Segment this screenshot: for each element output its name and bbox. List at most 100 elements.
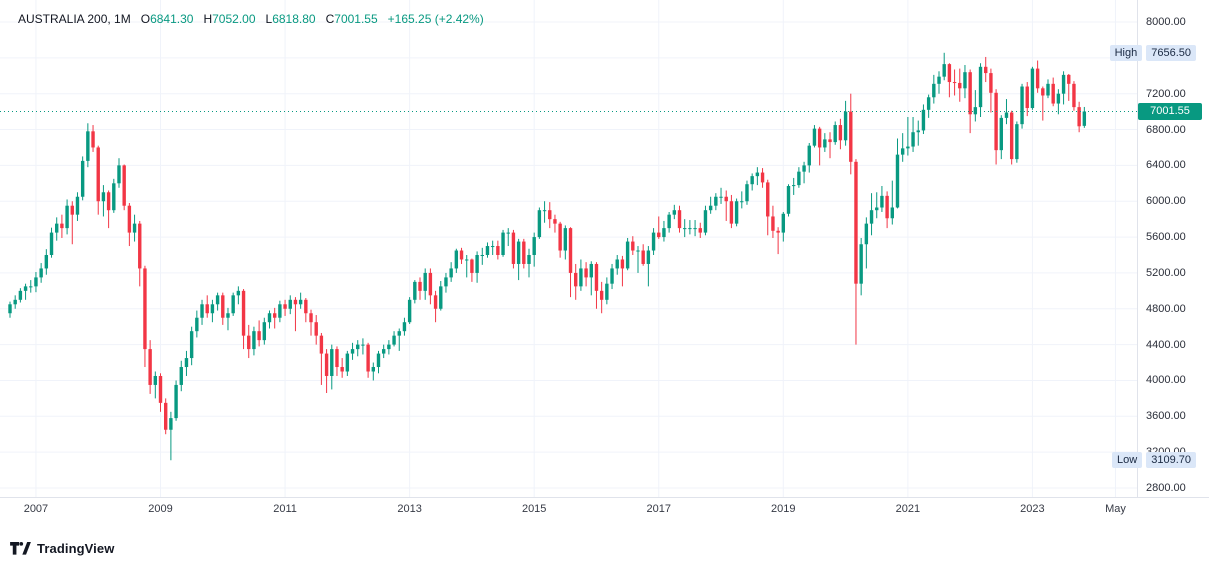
candle-up[interactable] bbox=[439, 286, 443, 309]
candle-up[interactable] bbox=[926, 97, 931, 110]
tradingview-logo[interactable]: TradingView bbox=[10, 541, 114, 556]
candle-up[interactable] bbox=[683, 228, 687, 230]
candle-down[interactable] bbox=[309, 313, 313, 323]
candle-up[interactable] bbox=[740, 201, 744, 203]
candle-up[interactable] bbox=[402, 322, 407, 332]
candle-up[interactable] bbox=[937, 76, 941, 84]
candle-up[interactable] bbox=[610, 268, 614, 284]
candle-down[interactable] bbox=[143, 268, 147, 350]
candle-down[interactable] bbox=[698, 228, 702, 233]
candle-down[interactable] bbox=[272, 313, 277, 318]
candle-up[interactable] bbox=[117, 165, 121, 184]
candle-up[interactable] bbox=[80, 160, 85, 197]
candle-up[interactable] bbox=[734, 201, 739, 224]
candle-up[interactable] bbox=[900, 148, 905, 155]
candle-up[interactable] bbox=[278, 304, 282, 318]
candle-down[interactable] bbox=[205, 304, 209, 314]
candle-up[interactable] bbox=[589, 263, 593, 278]
candle-down[interactable] bbox=[1077, 107, 1081, 127]
candle-up[interactable] bbox=[672, 210, 677, 215]
candle-up[interactable] bbox=[330, 349, 334, 376]
candle-down[interactable] bbox=[994, 92, 998, 151]
candle-up[interactable] bbox=[625, 241, 630, 269]
candle-up[interactable] bbox=[101, 192, 106, 202]
candle-up[interactable] bbox=[532, 237, 536, 255]
candle-down[interactable] bbox=[760, 172, 765, 183]
candle-up[interactable] bbox=[350, 349, 355, 354]
candle-up[interactable] bbox=[1061, 74, 1066, 94]
candle-down[interactable] bbox=[1009, 112, 1014, 160]
candle-up[interactable] bbox=[174, 384, 178, 419]
candle-up[interactable] bbox=[29, 286, 33, 288]
candle-up[interactable] bbox=[1046, 83, 1050, 96]
candle-down[interactable] bbox=[470, 259, 474, 273]
candle-up[interactable] bbox=[662, 228, 666, 238]
candle-down[interactable] bbox=[496, 246, 500, 255]
candle-up[interactable] bbox=[153, 375, 158, 385]
candle-up[interactable] bbox=[480, 255, 484, 256]
candle-down[interactable] bbox=[631, 241, 635, 251]
candle-down[interactable] bbox=[319, 335, 324, 354]
candle-down[interactable] bbox=[428, 272, 433, 296]
candle-down[interactable] bbox=[60, 223, 64, 229]
candle-up[interactable] bbox=[449, 268, 453, 278]
candle-down[interactable] bbox=[283, 304, 287, 309]
candle-down[interactable] bbox=[96, 147, 100, 202]
symbol-title[interactable]: AUSTRALIA 200, 1M bbox=[18, 12, 131, 26]
candle-down[interactable] bbox=[433, 295, 438, 309]
candle-up[interactable] bbox=[527, 255, 531, 264]
candle-down[interactable] bbox=[849, 111, 853, 162]
candle-up[interactable] bbox=[195, 317, 199, 332]
candle-up[interactable] bbox=[407, 299, 412, 323]
candle-up[interactable] bbox=[563, 228, 568, 251]
candle-up[interactable] bbox=[646, 250, 651, 264]
candle-up[interactable] bbox=[875, 207, 879, 211]
candle-up[interactable] bbox=[542, 210, 547, 212]
candle-up[interactable] bbox=[231, 295, 235, 314]
candle-down[interactable] bbox=[958, 82, 962, 89]
candle-up[interactable] bbox=[651, 232, 656, 251]
candle-up[interactable] bbox=[1082, 111, 1087, 126]
candle-up[interactable] bbox=[371, 367, 375, 372]
candle-down[interactable] bbox=[127, 205, 132, 233]
candle-up[interactable] bbox=[921, 109, 926, 131]
candle-down[interactable] bbox=[724, 196, 728, 202]
candle-up[interactable] bbox=[179, 367, 183, 385]
candle-up[interactable] bbox=[18, 290, 23, 300]
candle-down[interactable] bbox=[1067, 74, 1071, 84]
candle-down[interactable] bbox=[418, 281, 422, 291]
candle-up[interactable] bbox=[252, 331, 256, 350]
candle-up[interactable] bbox=[189, 331, 194, 359]
candle-down[interactable] bbox=[511, 232, 516, 264]
candle-down[interactable] bbox=[947, 64, 952, 83]
candle-up[interactable] bbox=[693, 228, 697, 230]
candle-down[interactable] bbox=[459, 250, 464, 260]
candle-down[interactable] bbox=[677, 210, 682, 229]
candle-up[interactable] bbox=[485, 246, 490, 255]
candle-up[interactable] bbox=[869, 210, 874, 224]
candle-up[interactable] bbox=[942, 64, 946, 77]
candle-down[interactable] bbox=[766, 182, 770, 217]
candle-down[interactable] bbox=[158, 375, 163, 403]
candle-up[interactable] bbox=[605, 283, 609, 300]
candle-up[interactable] bbox=[267, 313, 272, 323]
candle-up[interactable] bbox=[23, 286, 28, 291]
candle-up[interactable] bbox=[8, 304, 12, 314]
candle-up[interactable] bbox=[859, 244, 863, 284]
candle-up[interactable] bbox=[1015, 124, 1019, 160]
candle-up[interactable] bbox=[200, 304, 204, 318]
candle-up[interactable] bbox=[1030, 68, 1035, 109]
candle-down[interactable] bbox=[657, 232, 661, 238]
candle-up[interactable] bbox=[750, 176, 754, 185]
candle-up[interactable] bbox=[745, 184, 749, 202]
candle-up[interactable] bbox=[516, 241, 521, 264]
candle-up[interactable] bbox=[13, 299, 17, 305]
candle-down[interactable] bbox=[293, 299, 298, 305]
candle-up[interactable] bbox=[413, 281, 417, 300]
candle-up[interactable] bbox=[490, 246, 495, 248]
candle-up[interactable] bbox=[579, 268, 583, 287]
candle-down[interactable] bbox=[952, 82, 957, 84]
candle-down[interactable] bbox=[241, 290, 246, 336]
candle-down[interactable] bbox=[620, 259, 625, 269]
candle-up[interactable] bbox=[963, 72, 967, 89]
